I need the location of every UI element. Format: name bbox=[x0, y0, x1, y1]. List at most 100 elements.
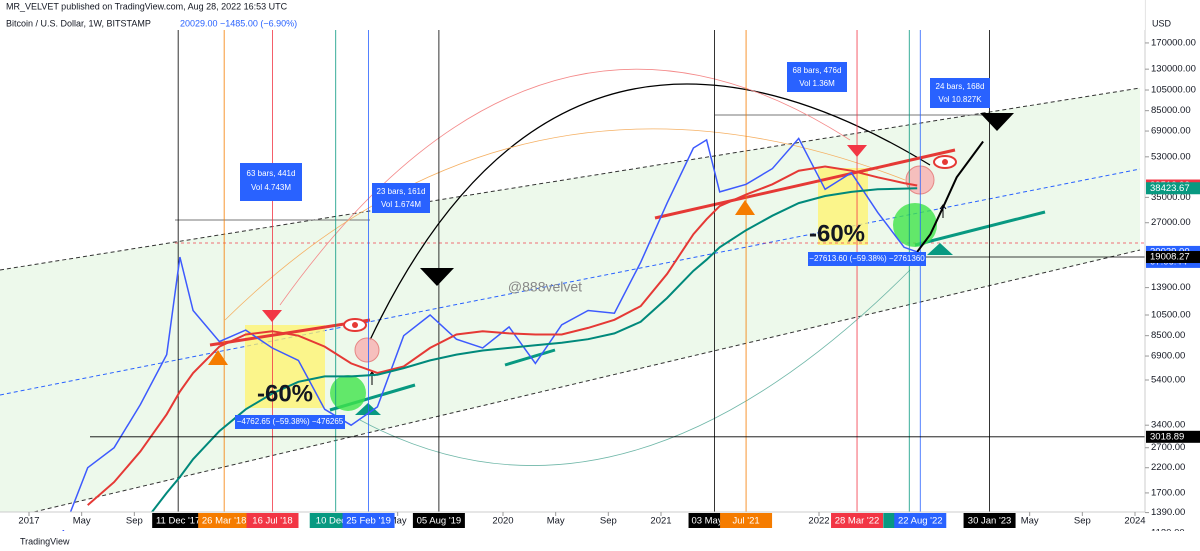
date-tag bbox=[342, 513, 395, 528]
measure-text: 68 bars, 476d bbox=[793, 66, 842, 75]
measure-box bbox=[372, 183, 430, 213]
measure-text: Vol 10.827K bbox=[938, 95, 982, 104]
date-tag bbox=[720, 513, 773, 528]
x-tick-label: 2020 bbox=[492, 516, 513, 527]
marks bbox=[34, 30, 1145, 546]
price-tag-label: 38423.67 bbox=[1150, 183, 1190, 194]
y-tick-label: 1700.00 bbox=[1151, 487, 1185, 498]
price-tag bbox=[1146, 430, 1200, 443]
arc-arrow bbox=[279, 68, 851, 306]
y-tick-label: 69000.00 bbox=[1151, 126, 1191, 137]
date-tag-label: 28 Mar '22 bbox=[835, 516, 880, 527]
drawdown-box bbox=[818, 168, 868, 245]
date-tag-label: 26 Mar '18 bbox=[202, 516, 247, 527]
price-tag-label: 3018.89 bbox=[1150, 431, 1184, 442]
arc-arrow bbox=[359, 269, 911, 466]
y-tick-label: 27000.00 bbox=[1151, 217, 1191, 228]
percent-label: -60% bbox=[257, 380, 313, 407]
arc-arrow bbox=[224, 128, 906, 321]
series-line bbox=[916, 140, 984, 253]
circle bbox=[330, 375, 366, 411]
price-tag-label: 19008.27 bbox=[1150, 252, 1190, 263]
series-line bbox=[139, 187, 918, 528]
channel-lower bbox=[0, 249, 1141, 521]
range-text: −4762.65 (−59.38%) −476265 bbox=[237, 417, 344, 426]
triangle-up bbox=[208, 350, 228, 365]
channel-upper bbox=[0, 87, 1141, 271]
resistance bbox=[654, 148, 956, 220]
x-tick-label: 2017 bbox=[18, 516, 39, 527]
date-tag-label: 30 Jan '23 bbox=[968, 516, 1012, 527]
date-tag bbox=[152, 513, 205, 528]
currency: USD bbox=[1152, 18, 1172, 28]
measure-text: Vol 1.36M bbox=[799, 79, 835, 88]
range-box bbox=[235, 415, 345, 429]
y-tick-label: 35000.00 bbox=[1151, 192, 1191, 203]
y-tick-label: 2200.00 bbox=[1151, 462, 1185, 473]
x-tick-label: Sep bbox=[126, 516, 143, 527]
support bbox=[504, 348, 556, 367]
date-tag-label: 05 Aug '19 bbox=[417, 516, 462, 527]
series-line bbox=[34, 137, 918, 546]
date-tag bbox=[894, 513, 947, 528]
axes: 1130.001390.001700.002200.002700.003400.… bbox=[18, 37, 1200, 538]
circle bbox=[354, 337, 380, 363]
layout bbox=[0, 68, 1145, 521]
measure-text: 63 bars, 441d bbox=[247, 169, 296, 178]
y-tick-label: 10500.00 bbox=[1151, 310, 1191, 321]
quote: 20029.00 −1485.00 (−6.90%) bbox=[180, 18, 297, 28]
range-text: −27613.60 (−59.38%) −2761360 bbox=[809, 254, 925, 263]
y-tick-label: 2700.00 bbox=[1151, 442, 1185, 453]
price-tag bbox=[1146, 182, 1200, 195]
triangle-down bbox=[262, 310, 282, 322]
range-box bbox=[808, 252, 926, 266]
date-tag-label: Jul '21 bbox=[732, 516, 759, 527]
measure-text: 23 bars, 161d bbox=[377, 187, 426, 196]
y-tick-label: 5400.00 bbox=[1151, 375, 1185, 386]
price-axis-bg bbox=[1145, 0, 1200, 551]
eye bbox=[933, 155, 957, 169]
measure-text: Vol 4.743M bbox=[251, 183, 291, 192]
measure-box bbox=[787, 62, 847, 92]
x-tick-label: 2021 bbox=[650, 516, 671, 527]
measure-box bbox=[930, 78, 990, 108]
watermark: @888velvet bbox=[508, 279, 582, 295]
date-tag-label: 16 Jul '18 bbox=[252, 516, 292, 527]
triangle-down bbox=[420, 268, 454, 286]
x-tick-label: May bbox=[547, 516, 565, 527]
date-tag bbox=[246, 513, 299, 528]
y-tick-label: 13900.00 bbox=[1151, 282, 1191, 293]
triangle-up bbox=[355, 403, 381, 415]
date-tag bbox=[963, 513, 1016, 528]
x-tick-label: Sep bbox=[1074, 516, 1091, 527]
measure-box bbox=[240, 163, 302, 201]
symbol: Bitcoin / U.S. Dollar, 1W, BITSTAMP bbox=[6, 18, 151, 28]
date-tag bbox=[198, 513, 251, 528]
x-tick-label: May bbox=[73, 516, 91, 527]
y-tick-label: 6900.00 bbox=[1151, 351, 1185, 362]
y-tick-label: 85000.00 bbox=[1151, 105, 1191, 116]
y-tick-label: 3400.00 bbox=[1151, 420, 1185, 431]
y-tick-label: 53000.00 bbox=[1151, 151, 1191, 162]
circle bbox=[893, 203, 937, 247]
x-tick-label: 2022 bbox=[808, 516, 829, 527]
channel-mid bbox=[0, 168, 1141, 396]
y-tick-label: 105000.00 bbox=[1151, 85, 1196, 96]
x-tick-label: Sep bbox=[600, 516, 617, 527]
y-tick-label: 170000.00 bbox=[1151, 37, 1196, 48]
annotations: 63 bars, 441d Vol 4.743M 23 bars, 161d V… bbox=[235, 62, 990, 429]
price-tag bbox=[1146, 251, 1200, 264]
date-tag bbox=[412, 513, 465, 528]
series-line bbox=[87, 165, 918, 506]
footer-bg bbox=[0, 531, 1200, 551]
date-tag-label: 22 Aug '22 bbox=[898, 516, 943, 527]
triangle-up bbox=[735, 200, 755, 215]
date-tag-label: 11 Dec '17 bbox=[156, 516, 200, 527]
y-tick-label: 130000.00 bbox=[1151, 64, 1196, 75]
date-tag-label: 03 May '21 bbox=[691, 516, 737, 527]
date-tag-label: 10 Dec '1 bbox=[316, 516, 356, 527]
percent-label: -60% bbox=[809, 220, 865, 247]
x-tick-label: May bbox=[1021, 516, 1039, 527]
date-tag bbox=[831, 513, 884, 528]
measure-text: Vol 1.674M bbox=[381, 200, 421, 209]
